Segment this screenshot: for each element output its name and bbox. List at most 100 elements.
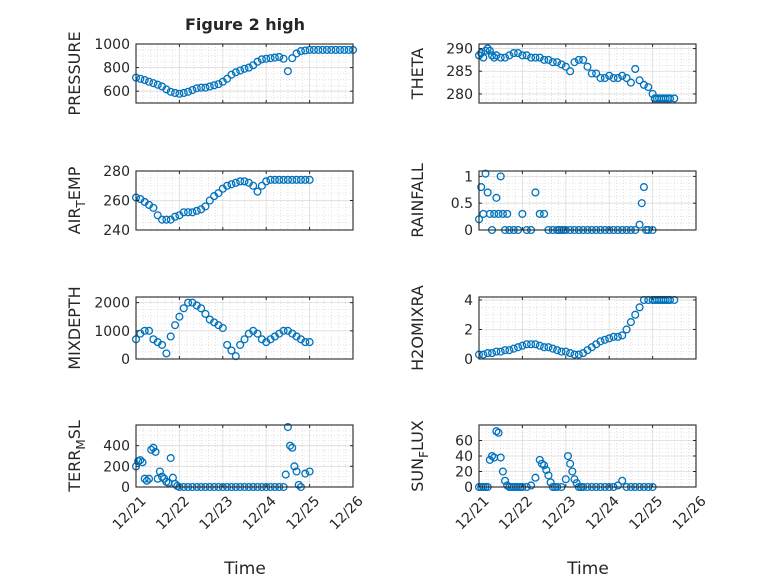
panel-h2omixra-marker bbox=[596, 337, 605, 346]
panel-terr-msl-marker bbox=[157, 472, 167, 481]
panel-terr-msl-marker bbox=[136, 456, 145, 465]
panel-theta-marker bbox=[500, 53, 510, 62]
panel-rainfall-marker bbox=[635, 220, 644, 229]
panel-pressure-marker bbox=[197, 83, 206, 92]
panel-pressure-marker bbox=[136, 74, 145, 83]
panel-h2omixra-marker bbox=[557, 347, 566, 356]
panel-rainfall-marker bbox=[496, 172, 505, 181]
panel-air-temp-marker bbox=[279, 175, 288, 184]
panel-mixdepth-marker bbox=[218, 323, 227, 333]
panel-mixdepth-marker bbox=[236, 340, 245, 349]
panel-pressure-marker bbox=[262, 54, 271, 63]
panel-h2omixra-marker bbox=[553, 346, 562, 355]
panel-pressure-marker bbox=[140, 75, 149, 85]
panel-theta-marker bbox=[644, 83, 653, 92]
panel-rainfall-marker bbox=[498, 209, 507, 218]
panel-h2omixra-marker bbox=[500, 346, 510, 355]
panel-sun-flux-x-tick-label: 12/22 bbox=[496, 493, 536, 533]
panel-pressure-marker bbox=[296, 47, 305, 56]
panel-theta-marker bbox=[496, 53, 505, 62]
panel-pressure-marker bbox=[344, 45, 353, 54]
panel-h2omixra-marker bbox=[566, 349, 575, 358]
panel-theta-marker bbox=[481, 46, 490, 55]
panel-pressure-marker bbox=[240, 64, 249, 73]
panel-rainfall-y-axis-label: RAINFALL bbox=[408, 163, 427, 238]
panel-sun-flux-marker bbox=[500, 476, 510, 485]
panel-theta-marker bbox=[522, 51, 531, 60]
panel-theta-marker bbox=[485, 46, 494, 55]
panel-pressure-marker bbox=[214, 80, 223, 89]
panel-sun-flux-x-tick-label: 12/26 bbox=[670, 493, 710, 533]
panel-theta-y-tick-label: 280 bbox=[446, 87, 473, 103]
panel-h2omixra-marker bbox=[492, 347, 501, 356]
panel-theta-marker bbox=[514, 49, 523, 58]
panel-terr-msl-y-tick-label: 400 bbox=[103, 439, 130, 455]
panel-pressure-marker bbox=[322, 45, 332, 54]
panel-air-temp-marker bbox=[249, 181, 258, 190]
panel-pressure-marker bbox=[179, 88, 188, 98]
panel-theta-marker bbox=[596, 73, 605, 83]
panel-sun-flux-x-tick-label: 12/21 bbox=[453, 493, 493, 533]
panel-air-temp: 240 260 280 AIRTEMP bbox=[65, 164, 354, 239]
panel-terr-msl-x-tick-label: 12/23 bbox=[197, 493, 237, 533]
panel-mixdepth-marker bbox=[140, 326, 149, 335]
panel-mixdepth: 0 1000 2000 MIXDEPTH bbox=[65, 286, 354, 370]
panel-h2omixra-y-tick-label: 0 bbox=[464, 352, 473, 368]
panel-h2omixra-marker bbox=[540, 343, 549, 352]
panel-h2omixra-marker bbox=[509, 344, 518, 353]
panel-pressure-marker bbox=[223, 74, 232, 83]
panel-rainfall-marker bbox=[535, 209, 544, 218]
panel-mixdepth-y-tick-label: 2000 bbox=[94, 296, 130, 312]
panel-air-temp-marker bbox=[301, 175, 310, 184]
panel-air-temp-y-tick-label: 240 bbox=[103, 223, 130, 239]
panel-terr-msl-marker bbox=[155, 467, 164, 476]
panel-sun-flux-marker bbox=[487, 451, 497, 461]
panel-h2omixra-y-tick-label: 4 bbox=[464, 293, 473, 309]
panel-rainfall-marker bbox=[485, 209, 494, 218]
panel-h2omixra-marker bbox=[609, 332, 618, 341]
panel-air-temp-marker bbox=[153, 211, 162, 220]
panel-sun-flux-marker bbox=[544, 471, 553, 480]
panel-rainfall-marker bbox=[531, 188, 540, 197]
panel-terr-msl-x-tick-label: 12/24 bbox=[240, 493, 280, 533]
panel-pressure-y-tick-label: 600 bbox=[103, 84, 130, 100]
panel-pressure-marker bbox=[210, 81, 219, 90]
panel-terr-msl-marker bbox=[286, 441, 295, 450]
panel-terr-msl-x-tick-label: 12/25 bbox=[283, 493, 323, 533]
panel-mixdepth-y-axis-label: MIXDEPTH bbox=[65, 286, 84, 369]
panel-theta-marker bbox=[587, 69, 596, 78]
panel-pressure-marker bbox=[171, 88, 180, 98]
panel-terr-msl-x-tick-label: 12/26 bbox=[327, 493, 367, 533]
panel-sun-flux-marker bbox=[561, 475, 570, 484]
panel-sun-flux-marker bbox=[540, 461, 549, 470]
panel-mixdepth-marker bbox=[166, 332, 175, 341]
panel-h2omixra-marker bbox=[544, 343, 553, 352]
panel-theta-marker bbox=[605, 71, 614, 80]
panel-theta-marker bbox=[477, 49, 486, 58]
panel-theta-marker bbox=[509, 49, 518, 58]
panel-rainfall-marker bbox=[540, 209, 549, 218]
panel-mixdepth-marker bbox=[179, 304, 188, 313]
panel-theta-marker bbox=[631, 64, 640, 74]
panel-h2omixra-marker bbox=[574, 350, 583, 359]
panel-pressure-marker bbox=[236, 66, 245, 75]
panel-mixdepth-marker bbox=[231, 352, 240, 361]
panel-pressure: 600 800 1000 PRESSURE bbox=[65, 31, 358, 116]
panel-air-temp-marker bbox=[240, 177, 249, 186]
panel-theta-marker bbox=[609, 73, 618, 83]
panel-sun-flux-marker bbox=[546, 478, 555, 487]
panel-air-temp-marker bbox=[266, 175, 275, 184]
panel-mixdepth-marker bbox=[301, 338, 310, 347]
panel-h2omixra-marker bbox=[496, 347, 505, 356]
panel-rainfall-marker bbox=[481, 169, 490, 178]
panel-air-temp-y-axis-label: AIRTEMP bbox=[65, 166, 88, 234]
panel-pressure-marker bbox=[331, 45, 340, 54]
panel-air-temp-marker bbox=[192, 206, 201, 215]
panel-pressure-marker bbox=[279, 54, 288, 63]
panel-terr-msl-marker bbox=[147, 445, 156, 454]
panel-sun-flux-marker bbox=[496, 453, 505, 462]
panel-sun-flux-y-tick-label: 60 bbox=[455, 434, 473, 450]
panel-pressure-marker bbox=[153, 80, 162, 89]
panel-terr-msl: 0 200 400 12/21 12/22 12/23 12/24 12/25 12/26 TER… bbox=[65, 420, 367, 533]
panel-theta-marker bbox=[518, 51, 527, 60]
